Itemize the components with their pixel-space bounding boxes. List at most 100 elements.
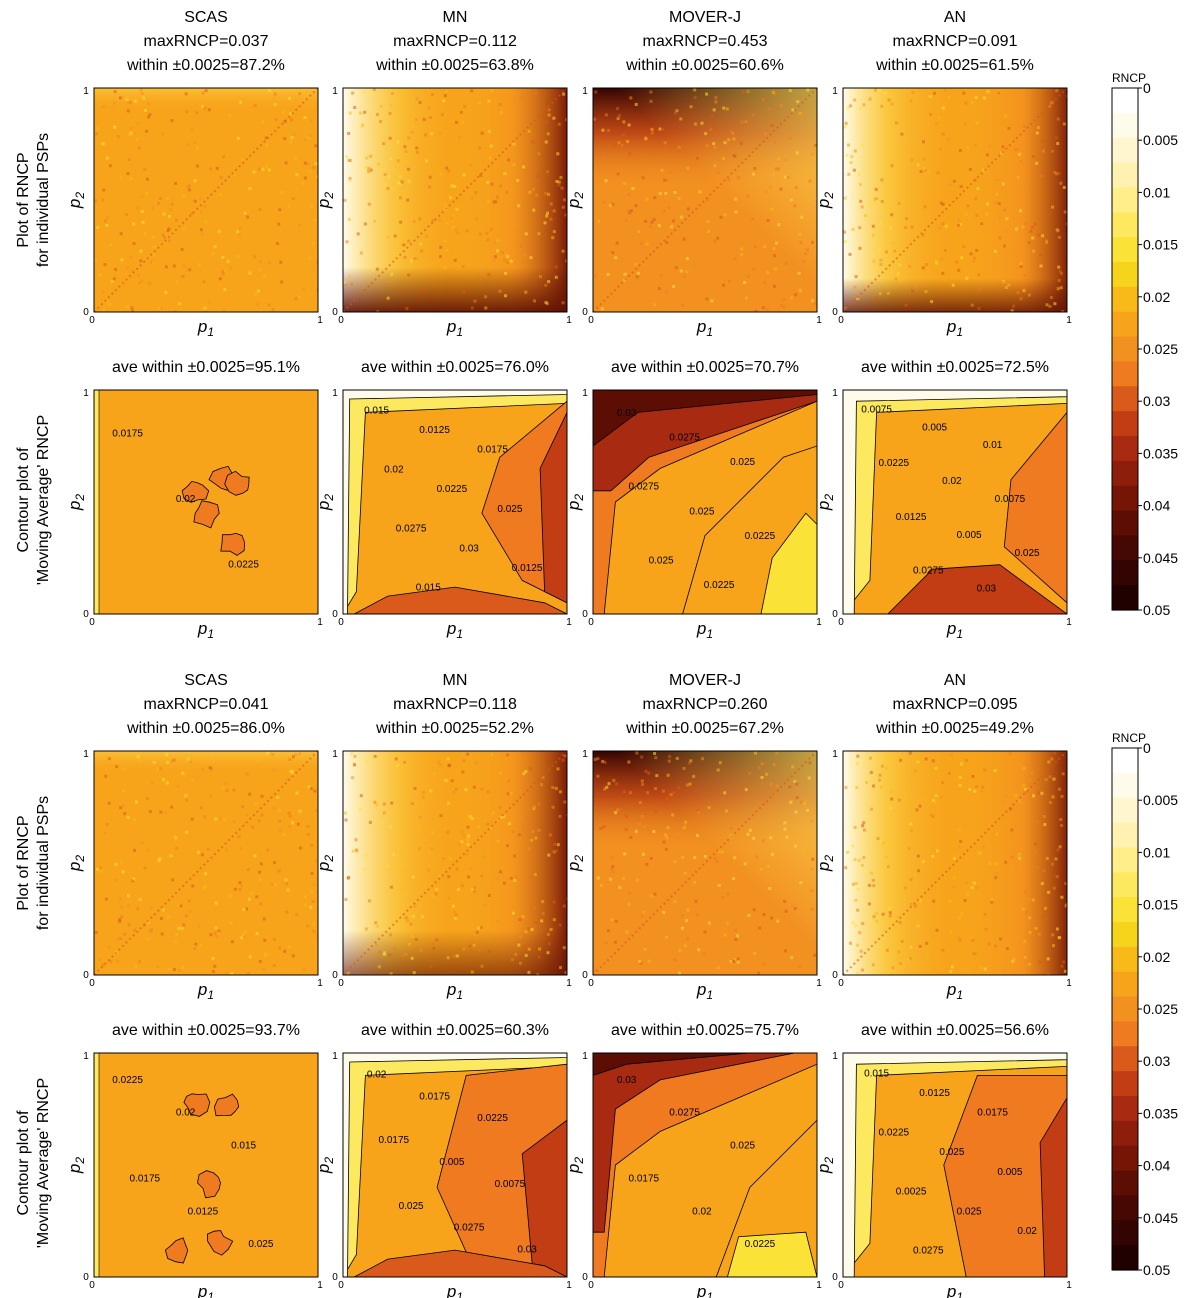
heatmap-speck (948, 183, 952, 187)
heatmap-speck (627, 123, 631, 127)
tick-label: 0 (832, 307, 838, 318)
contour-label: 0.025 (939, 1147, 964, 1158)
heatmap-speck (899, 956, 903, 960)
heatmap-speck (230, 972, 234, 975)
heatmap-speck (303, 116, 307, 120)
heatmap-speck (167, 915, 170, 919)
heatmap-speck (868, 205, 872, 209)
heatmap-speck (469, 867, 473, 871)
heatmap-speck (627, 902, 631, 906)
heatmap-speck (490, 752, 494, 756)
heatmap-speck (407, 273, 411, 277)
heatmap-speck (412, 971, 416, 975)
contour-label: 0.0275 (669, 432, 700, 443)
heatmap-speck (140, 841, 144, 845)
y-axis-label: p2 (65, 1157, 87, 1174)
heatmap-speck (739, 141, 743, 145)
heatmap-speck (524, 232, 528, 236)
heatmap-speck (161, 233, 165, 237)
heatmap-speck (945, 204, 948, 208)
heatmap-speck (158, 197, 162, 200)
colorbar-tick-label: 0.03 (1143, 1053, 1170, 1069)
heatmap-speck (1033, 851, 1037, 855)
heatmap-speck (862, 103, 866, 107)
heatmap-speck (895, 121, 898, 125)
heatmap-speck (288, 96, 292, 100)
heatmap-speck (353, 754, 357, 758)
heatmap-speck (278, 819, 282, 823)
contour-label: 0.02 (176, 1108, 196, 1119)
heatmap-speck (315, 809, 318, 813)
contour-blob (220, 532, 245, 556)
heatmap-speck (496, 239, 500, 243)
heatmap-speck (749, 931, 753, 935)
heatmap-speck (665, 836, 669, 840)
heatmap-speck (514, 876, 518, 880)
heatmap-speck (1012, 304, 1016, 308)
heatmap-speck (486, 238, 490, 242)
heatmap-speck (844, 786, 848, 789)
heatmap-speck (541, 776, 545, 779)
heatmap-speck (278, 809, 281, 813)
heatmap-speck (671, 813, 675, 817)
heatmap-speck (123, 932, 127, 936)
heatmap-speck (688, 782, 692, 786)
heatmap-speck (311, 900, 315, 903)
heatmap-speck (1022, 784, 1026, 788)
heatmap-speck (970, 303, 974, 307)
heatmap-speck (305, 136, 309, 140)
heatmap-speck (702, 821, 706, 825)
heatmap-speck (208, 766, 212, 770)
heatmap-speck (890, 790, 893, 794)
heatmap-speck (610, 918, 614, 922)
heatmap-speck (952, 857, 956, 861)
heatmap-speck (995, 178, 999, 182)
tick-label: 1 (566, 315, 572, 326)
heatmap-speck (470, 817, 474, 820)
heatmap-speck (1023, 274, 1027, 277)
heatmap-speck (723, 791, 727, 795)
heatmap-speck (714, 100, 718, 104)
heatmap-speck (534, 921, 538, 925)
heatmap-speck (784, 158, 788, 162)
heatmap-speck (915, 808, 919, 812)
contour-region (593, 1053, 817, 1277)
heatmap-speck (875, 297, 879, 300)
x-axis-label: p1 (946, 1282, 963, 1298)
heatmap-speck (706, 198, 709, 202)
heatmap-speck (371, 268, 375, 272)
heatmap-speck (753, 952, 757, 955)
heatmap-speck (364, 927, 368, 931)
contour-region (343, 390, 567, 614)
heatmap-speck (744, 120, 748, 124)
y-axis-label: p2 (814, 494, 836, 511)
heatmap-speck (351, 849, 355, 853)
heatmap-speck (373, 754, 377, 758)
heatmap-speck (777, 157, 780, 161)
heatmap-speck (178, 302, 182, 306)
heatmap-speck (1045, 239, 1049, 243)
heatmap-speck (455, 207, 459, 211)
heatmap-speck (879, 263, 883, 266)
heatmap-speck (148, 113, 152, 117)
heatmap-speck (802, 260, 806, 263)
heatmap-speck (537, 152, 541, 156)
heatmap-speck (617, 287, 620, 291)
heatmap-speck (170, 805, 174, 809)
heatmap-speck (94, 199, 98, 203)
heatmap-speck (152, 89, 156, 93)
heatmap-speck (379, 104, 383, 108)
heatmap-speck (552, 918, 556, 922)
tick-label: 0 (332, 1272, 338, 1283)
heatmap-speck (686, 166, 690, 170)
heatmap-speck (642, 910, 646, 914)
heatmap-speck (916, 163, 920, 167)
heatmap-speck (665, 935, 668, 939)
heatmap-speck (986, 202, 990, 206)
heatmap-speck (298, 809, 302, 813)
heatmap-speck (941, 106, 945, 110)
heatmap-speck (680, 914, 684, 918)
heatmap-speck (182, 194, 186, 198)
heatmap-speck (702, 846, 705, 850)
